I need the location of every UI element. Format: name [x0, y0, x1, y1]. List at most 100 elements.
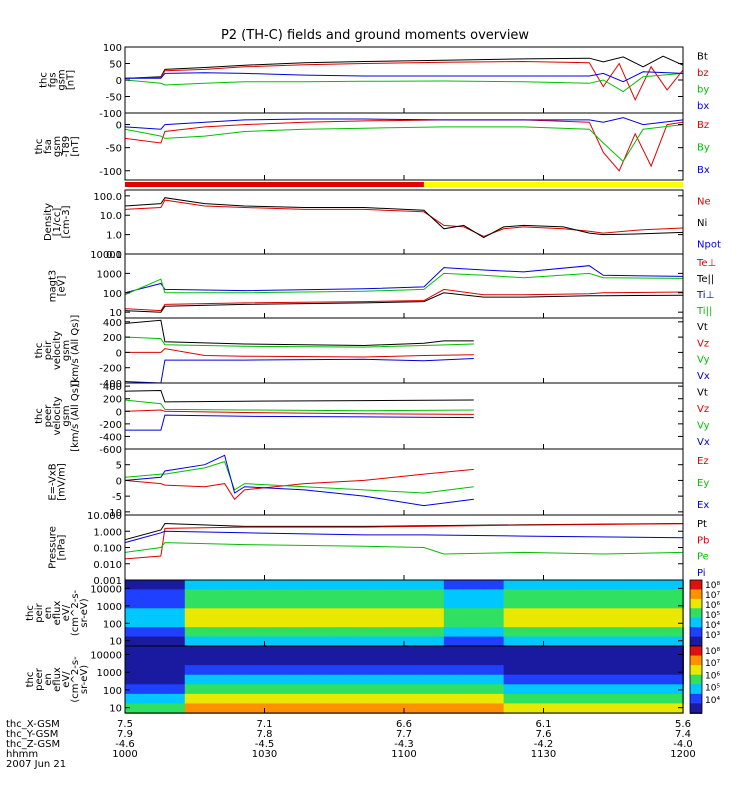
spectrogram-cell	[483, 655, 505, 667]
spectrogram-cell	[224, 617, 246, 629]
spectrogram-cell	[125, 636, 146, 647]
spectrogram-cell	[643, 703, 665, 714]
spectrogram-cell	[364, 580, 386, 591]
colorbar-segment	[690, 693, 702, 705]
spectrogram-cell	[284, 665, 306, 676]
spectrogram-cell	[184, 589, 206, 600]
y-axis-label: fgs	[48, 72, 59, 87]
spectrogram-cell	[404, 608, 425, 619]
spectrogram-cell	[224, 589, 246, 600]
y-tick-label: -100	[99, 109, 122, 120]
spectrogram-cell	[364, 655, 386, 667]
spectrogram-cell	[663, 646, 684, 657]
x-tick-label: 6.6	[396, 719, 412, 730]
spectrogram-cell	[284, 674, 306, 686]
spectrogram-cell	[164, 598, 186, 610]
x-tick-label: 1200	[670, 749, 695, 760]
y-tick-label: 0	[116, 121, 122, 132]
spectrogram-cell	[344, 589, 366, 600]
spectrogram-cell	[643, 665, 665, 676]
legend-entry: Ti⊥	[696, 290, 714, 301]
spectrogram-cell	[463, 589, 485, 600]
spectrogram-cell	[204, 598, 226, 610]
colorbar-segment	[690, 617, 702, 629]
colorbar-segment	[690, 627, 702, 638]
spectrogram-cell	[563, 580, 585, 591]
spectrogram-cell	[543, 655, 565, 667]
spectrogram-cell	[204, 665, 226, 676]
spectrogram-cell	[463, 693, 485, 705]
spectrogram-cell	[204, 693, 226, 705]
series-line-fsa-By	[124, 124, 684, 163]
y-axis-label: [1/cc]	[52, 208, 63, 237]
spectrogram-cell	[364, 589, 386, 600]
spectrogram-cell	[304, 598, 326, 610]
spectrogram-cell	[184, 617, 206, 629]
spectrogram-cell	[404, 674, 425, 686]
y-tick-label: 1000	[97, 668, 122, 679]
spectrogram-cell	[364, 636, 386, 647]
spectrogram-cell	[184, 693, 206, 705]
spectrogram-cell	[125, 580, 146, 591]
y-axis-label: thc	[39, 72, 50, 88]
spectrogram-cell	[324, 674, 346, 686]
spectrogram-cell	[344, 655, 366, 667]
y-tick-label: 0.001	[93, 576, 122, 587]
spectrogram-cell	[563, 703, 585, 714]
spectrogram-cell	[643, 627, 665, 638]
spectrogram-cell	[623, 627, 645, 638]
y-tick-label: -10	[106, 508, 122, 519]
y-axis-label: sr-eV)	[79, 598, 90, 627]
y-tick-label: 10	[109, 637, 122, 648]
legend-entry: Vx	[697, 437, 710, 448]
colorbar-segment	[690, 608, 702, 619]
legend-entry: Bt	[697, 51, 708, 62]
spectrogram-cell	[224, 580, 246, 591]
colorbar-label: 10⁴	[705, 621, 720, 631]
spectrogram-cell	[284, 627, 306, 638]
spectrogram-cell	[125, 665, 146, 676]
spectrogram-cell	[423, 703, 445, 714]
spectrogram-cell	[443, 703, 465, 714]
date-label: 2007 Jun 21	[6, 759, 66, 770]
y-tick-label: -200	[99, 420, 122, 431]
spectrogram-cell	[483, 646, 505, 657]
spectrogram-cell	[144, 636, 166, 647]
spectrogram-cell	[324, 665, 346, 676]
spectrogram-cell	[623, 665, 645, 676]
series-line-fgs-Bt	[124, 55, 684, 79]
spectrogram-cell	[164, 608, 186, 619]
y-tick-label: -200	[99, 364, 122, 375]
spectrogram-cell	[304, 617, 326, 629]
spectrogram-cell	[463, 627, 485, 638]
spectrogram-cell	[483, 684, 505, 695]
spectrogram-cell	[443, 617, 465, 629]
spectrogram-cell	[284, 589, 306, 600]
spectrogram-cell	[224, 627, 246, 638]
x-tick-label: -4.5	[255, 739, 275, 750]
spectrogram-cell	[304, 684, 326, 695]
spectrogram-cell	[503, 646, 525, 657]
spectrogram-cell	[164, 636, 186, 647]
spectrogram-cell	[264, 627, 286, 638]
x-tick-label: 1030	[252, 749, 277, 760]
colorbar-label: 10⁸	[705, 647, 720, 657]
spectrogram-cell	[144, 617, 166, 629]
spectrogram-cell	[384, 589, 405, 600]
spectrogram-cell	[244, 608, 266, 619]
spectrogram-cell	[603, 674, 625, 686]
spectrogram-cell	[443, 598, 465, 610]
spectrogram-cell	[483, 665, 505, 676]
spectrogram-cell	[563, 655, 585, 667]
spectrogram-cell	[184, 608, 206, 619]
colorbar-segment	[690, 589, 702, 600]
spectrogram-cell	[483, 598, 505, 610]
spectrogram-cell	[125, 589, 146, 600]
x-tick-label: 7.1	[257, 719, 273, 730]
colorbar-segment	[690, 674, 702, 686]
spectrogram-cell	[404, 703, 425, 714]
spectrogram-cell	[623, 693, 645, 705]
spectrogram-cell	[184, 703, 206, 714]
spectrogram-cell	[184, 580, 206, 591]
y-tick-label: 200	[103, 395, 122, 406]
